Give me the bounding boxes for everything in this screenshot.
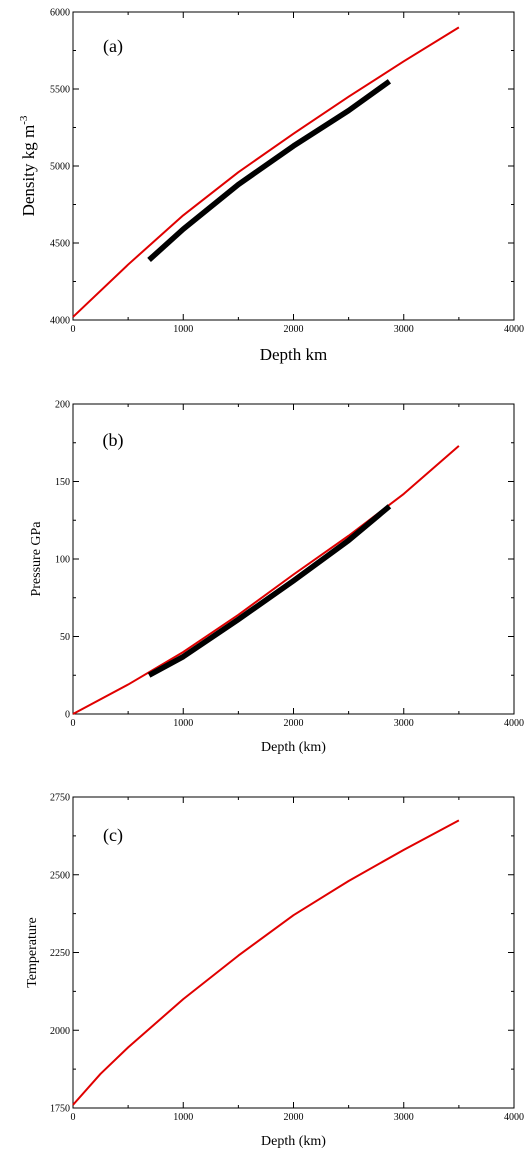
x-tick-label: 4000 <box>504 718 524 729</box>
series-line-1 <box>72 26 460 318</box>
y-axis-title: Density kg m-3 <box>18 115 38 216</box>
x-tick-label: 0 <box>71 718 76 729</box>
x-tick-label: 3000 <box>394 1112 414 1123</box>
x-tick-label: 3000 <box>394 324 414 335</box>
y-axis-title: Pressure GPa <box>29 521 44 597</box>
y-tick-label: 2750 <box>50 793 70 804</box>
y-tick-label: 2500 <box>50 870 70 881</box>
series-line-1 <box>72 819 460 1106</box>
y-tick-label: 0 <box>65 710 70 721</box>
series-line-1 <box>72 445 460 715</box>
plot-frame <box>72 403 515 715</box>
x-tick-label: 0 <box>71 1112 76 1123</box>
x-axis-title: Depth (km) <box>261 740 326 755</box>
plot-frame <box>72 11 515 321</box>
y-tick-label: 150 <box>55 477 70 488</box>
y-tick-label: 1750 <box>50 1104 70 1115</box>
y-tick-label: 5000 <box>50 162 70 173</box>
series-line-2 <box>147 79 392 262</box>
x-tick-label: 2000 <box>284 324 304 335</box>
x-tick-label: 1000 <box>173 1112 193 1123</box>
panel-label: (a) <box>103 36 123 57</box>
x-tick-label: 2000 <box>284 1112 304 1123</box>
x-tick-label: 1000 <box>173 324 193 335</box>
y-tick-label: 50 <box>60 632 70 643</box>
chart-panel-3: 0 1000 2000 3000 4000 1750 2000 2250 2500 2750 (c)… <box>25 793 524 1150</box>
x-tick-label: 0 <box>71 324 76 335</box>
x-tick-label: 4000 <box>504 1112 524 1123</box>
x-axis-title: Depth km <box>260 345 328 364</box>
y-tick-label: 5500 <box>50 85 70 96</box>
y-tick-label: 4500 <box>50 239 70 250</box>
chart-panel-1: 0 1000 2000 3000 4000 4000 4500 5000 5500 6000 (a)… <box>18 8 524 365</box>
y-axis-title-superscript: -3 <box>18 115 30 125</box>
x-tick-label: 3000 <box>394 718 414 729</box>
y-tick-label: 4000 <box>50 316 70 327</box>
y-tick-label: 200 <box>55 400 70 411</box>
panel-label: (b) <box>103 430 124 451</box>
y-tick-label: 2000 <box>50 1026 70 1037</box>
y-tick-label: 6000 <box>50 8 70 19</box>
panel-label: (c) <box>103 825 123 846</box>
x-tick-label: 1000 <box>173 718 193 729</box>
y-axis-title: Temperature <box>25 917 40 988</box>
chart-panel-2: 0 1000 2000 3000 4000 0 50 100 150 200 (b) Depth (k… <box>29 400 524 756</box>
y-tick-label: 2250 <box>50 948 70 959</box>
y-tick-label: 100 <box>55 555 70 566</box>
series-line-2 <box>147 504 392 678</box>
x-axis-title: Depth (km) <box>261 1134 326 1149</box>
x-tick-label: 4000 <box>504 324 524 335</box>
plot-frame <box>72 796 515 1109</box>
x-tick-label: 2000 <box>284 718 304 729</box>
